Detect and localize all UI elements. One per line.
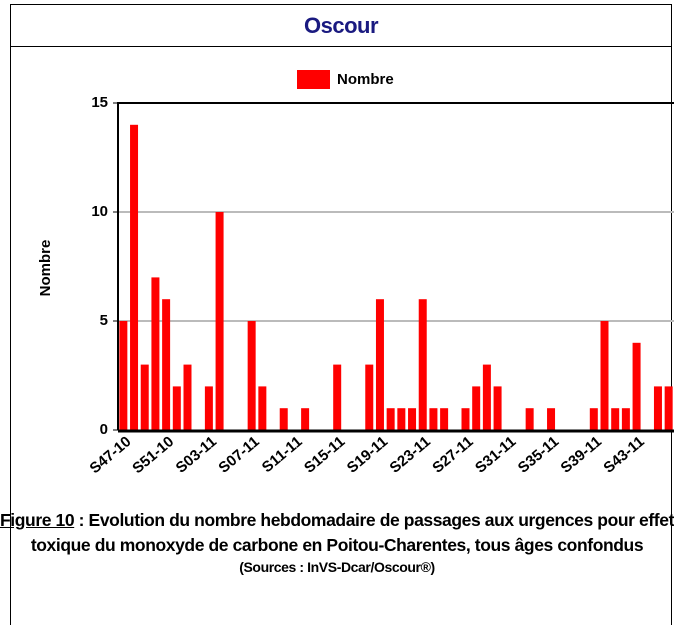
- y-tick-label: 5: [100, 312, 108, 329]
- x-tick-label: S15-11: [301, 433, 348, 477]
- x-tick-label: S43-11: [600, 433, 647, 477]
- bar: [440, 408, 449, 430]
- bar: [140, 364, 149, 430]
- bar: [151, 277, 160, 430]
- bar: [397, 408, 406, 430]
- x-tick-label: S23-11: [387, 433, 434, 477]
- bar: [472, 386, 481, 430]
- bar: [493, 386, 502, 430]
- x-tick-label: S47-10: [86, 433, 134, 477]
- bar: [408, 408, 417, 430]
- bar: [525, 408, 534, 430]
- caption: Figure 10 : Evolution du nombre hebdomad…: [0, 508, 674, 576]
- legend-label: Nombre: [337, 71, 394, 88]
- bar: [621, 408, 630, 430]
- x-tick-label: S11-11: [259, 433, 306, 476]
- bar: [547, 408, 556, 430]
- frame: Oscour: [10, 4, 672, 625]
- x-tick-label: S31-11: [472, 433, 519, 477]
- bar: [600, 321, 609, 430]
- bar: [418, 299, 427, 430]
- bar: [375, 299, 384, 430]
- bar: [333, 364, 342, 430]
- bar: [301, 408, 310, 430]
- x-tick-label: S07-11: [215, 433, 262, 477]
- y-axis-label: Nombre: [37, 240, 54, 297]
- bar: [664, 386, 673, 430]
- bar: [365, 364, 374, 430]
- bar: [204, 386, 213, 430]
- x-tick-label: S51-10: [129, 433, 177, 477]
- bar: [386, 408, 395, 430]
- y-tick-label: 10: [91, 203, 108, 220]
- x-tick-label: S39-11: [558, 433, 605, 477]
- bar: [172, 386, 181, 430]
- legend-swatch: [297, 70, 330, 89]
- bar: [429, 408, 438, 430]
- bar: [482, 364, 491, 430]
- x-tick-label: S03-11: [173, 433, 220, 477]
- bar: [130, 124, 139, 431]
- chart: Nombre Nombre 0 5 10 15 S47-10S51-10S03-11S0…: [37, 70, 674, 477]
- x-tick-label: S19-11: [344, 433, 391, 477]
- y-tick-label: 15: [91, 94, 108, 111]
- bar: [632, 342, 641, 430]
- caption-text: : Evolution du nombre hebdomadaire de pa…: [30, 510, 674, 555]
- header: Oscour: [11, 5, 671, 47]
- x-tick-label: S27-11: [429, 433, 476, 477]
- bar: [119, 321, 128, 430]
- bar: [279, 408, 288, 430]
- bar: [247, 321, 256, 430]
- bar: [461, 408, 470, 430]
- bar: [183, 364, 192, 430]
- bar: [611, 408, 620, 430]
- bar: [215, 212, 224, 430]
- sources: (Sources : InVS-Dcar/Oscour®): [239, 559, 435, 575]
- y-tick-label: 0: [100, 421, 108, 438]
- bar: [162, 299, 171, 430]
- figure-number: Figure 10: [0, 510, 75, 530]
- bar: [589, 408, 598, 430]
- bar: [653, 386, 662, 430]
- bar: [258, 386, 267, 430]
- x-tick-label: S35-11: [515, 433, 562, 477]
